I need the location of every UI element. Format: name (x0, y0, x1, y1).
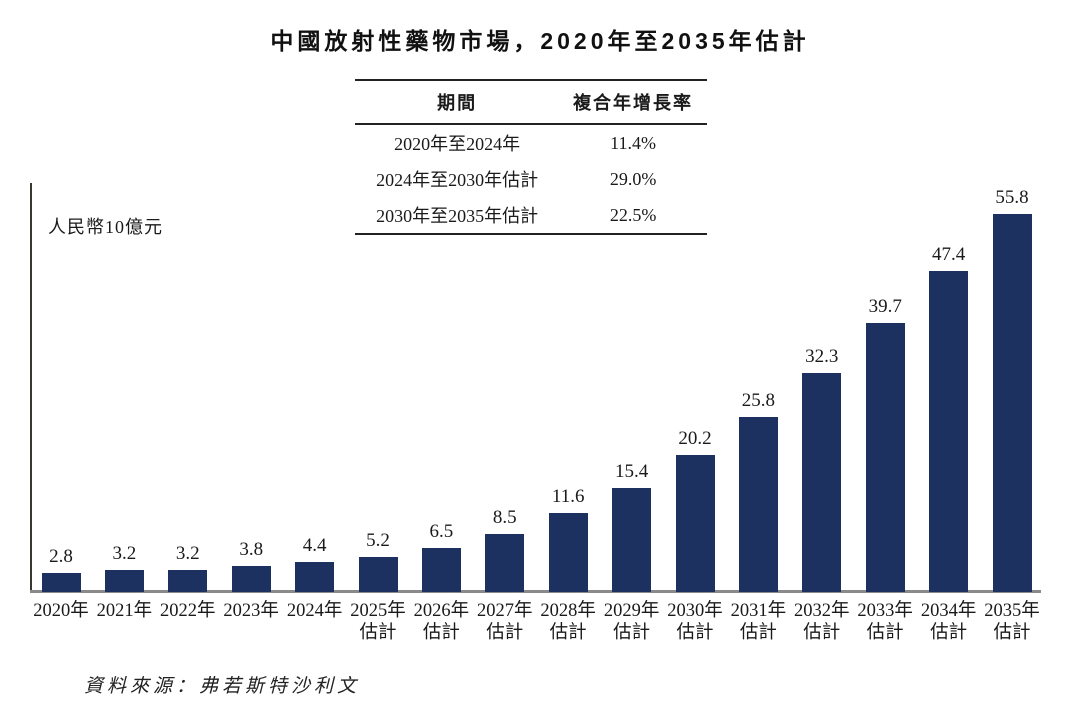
x-tick-estimate-suffix: 估計 (803, 623, 841, 643)
bar-value-label: 15.4 (614, 461, 649, 482)
x-tick-year: 2032年 (794, 601, 850, 621)
x-tick-label: 2031年 估計 (718, 600, 798, 644)
x-tick-year: 2026年 (413, 601, 470, 621)
x-tick-label: 2027年 估計 (465, 600, 545, 644)
x-tick-year: 2025年 (350, 601, 406, 621)
bar (865, 323, 905, 592)
x-tick-year: 2033年 (857, 601, 913, 621)
x-tick-estimate-suffix: 估計 (486, 623, 524, 643)
y-axis-unit-label: 人民幣10億元 (48, 217, 163, 237)
x-tick-year: 2031年 (730, 601, 787, 621)
cagr-table-header-period: 期間 (437, 93, 478, 113)
x-tick-year: 2035年 (984, 601, 1040, 621)
bar (675, 455, 715, 592)
x-tick-year: 2034年 (920, 601, 977, 621)
cagr-value: 11.4% (610, 132, 656, 153)
x-axis-baseline (30, 590, 1041, 593)
x-tick-label: 2020年 (21, 600, 101, 622)
bar-value-label: 5.2 (366, 530, 390, 551)
x-tick-estimate-suffix: 估計 (993, 623, 1031, 643)
bar (485, 534, 525, 592)
x-tick-label: 2026年 估計 (401, 600, 481, 644)
cagr-value: 22.5% (609, 204, 657, 225)
bar-value-label: 6.5 (429, 521, 454, 542)
cagr-period: 2030年至2035年估計 (376, 206, 539, 226)
bar (929, 271, 969, 592)
cagr-table-row: 2024年至2030年估計 29.0% (355, 161, 707, 197)
bar-value-label: 55.8 (995, 187, 1029, 208)
bar (295, 562, 335, 592)
cagr-table-header: 期間 複合年增長率 (355, 81, 707, 125)
x-tick-label: 2024年 (275, 600, 355, 622)
bar (802, 373, 842, 592)
x-tick-year: 2028年 (540, 601, 596, 621)
bar (548, 513, 588, 592)
bar-value-label: 20.2 (678, 428, 712, 449)
x-tick-label: 2029年 估計 (592, 600, 672, 644)
x-tick-estimate-suffix: 估計 (359, 623, 397, 643)
bar (992, 214, 1032, 592)
x-tick-label: 2022年 (148, 600, 228, 622)
x-tick-estimate-suffix: 估計 (866, 623, 904, 643)
cagr-table-row: 2030年至2035年估計 22.5% (355, 197, 707, 233)
x-tick-estimate-suffix: 估計 (613, 623, 651, 643)
bar (231, 566, 271, 592)
bar (168, 570, 208, 592)
x-tick-label: 2028年 估計 (528, 600, 608, 644)
cagr-table-row: 2020年至2024年 11.4% (355, 125, 707, 161)
cagr-table: 期間 複合年增長率 2020年至2024年 11.4% 2024年至2030年估… (355, 79, 707, 235)
bar-value-label: 4.4 (302, 535, 327, 556)
x-tick-year: 2020年 (33, 601, 89, 621)
bar (738, 417, 778, 592)
x-tick-label: 2023年 (211, 600, 291, 622)
x-tick-label: 2025年 估計 (338, 600, 418, 644)
x-tick-year: 2021年 (96, 601, 153, 621)
x-tick-year: 2030年 (667, 601, 723, 621)
bar (41, 573, 81, 592)
bar-value-label: 11.6 (551, 486, 585, 507)
x-tick-label: 2032年 估計 (782, 600, 862, 644)
bar-value-label: 25.8 (741, 390, 776, 411)
y-axis-line (30, 183, 32, 593)
bar-value-label: 2.8 (49, 546, 73, 567)
x-tick-label: 2034年 估計 (909, 600, 989, 644)
x-tick-year: 2027年 (477, 601, 533, 621)
cagr-value: 29.0% (609, 168, 657, 189)
x-tick-label: 2030年 估計 (655, 600, 735, 644)
x-tick-estimate-suffix: 估計 (422, 623, 460, 643)
x-tick-year: 2022年 (160, 601, 216, 621)
bar-value-label: 3.8 (239, 539, 264, 560)
bar-value-label: 32.3 (805, 346, 839, 367)
x-tick-year: 2023年 (223, 601, 279, 621)
bar-value-label: 47.4 (931, 244, 966, 265)
cagr-period: 2020年至2024年 (394, 134, 521, 154)
bar-value-label: 8.5 (492, 507, 517, 528)
x-tick-estimate-suffix: 估計 (930, 623, 968, 643)
bar-value-label: 39.7 (868, 296, 902, 317)
bar (358, 557, 398, 592)
cagr-period: 2024年至2030年估計 (376, 170, 539, 190)
cagr-table-header-rate: 複合年增長率 (573, 93, 694, 113)
source-note: 資料來源：弗若斯特沙利文 (84, 676, 361, 697)
x-tick-estimate-suffix: 估計 (676, 623, 714, 643)
x-tick-label: 2021年 (84, 600, 164, 622)
bar (104, 570, 144, 592)
x-tick-label: 2035年 估計 (972, 600, 1052, 644)
bar-value-label: 3.2 (175, 543, 200, 564)
chart-title: 中國放射性藥物市場，2020年至2035年估計 (270, 28, 810, 54)
bar (421, 548, 461, 592)
bar (612, 488, 652, 592)
x-tick-label: 2033年 估計 (845, 600, 925, 644)
x-tick-estimate-suffix: 估計 (549, 623, 587, 643)
x-tick-estimate-suffix: 估計 (739, 623, 777, 643)
x-tick-year: 2029年 (603, 601, 660, 621)
bar-value-label: 3.2 (112, 543, 137, 564)
x-tick-year: 2024年 (286, 601, 343, 621)
